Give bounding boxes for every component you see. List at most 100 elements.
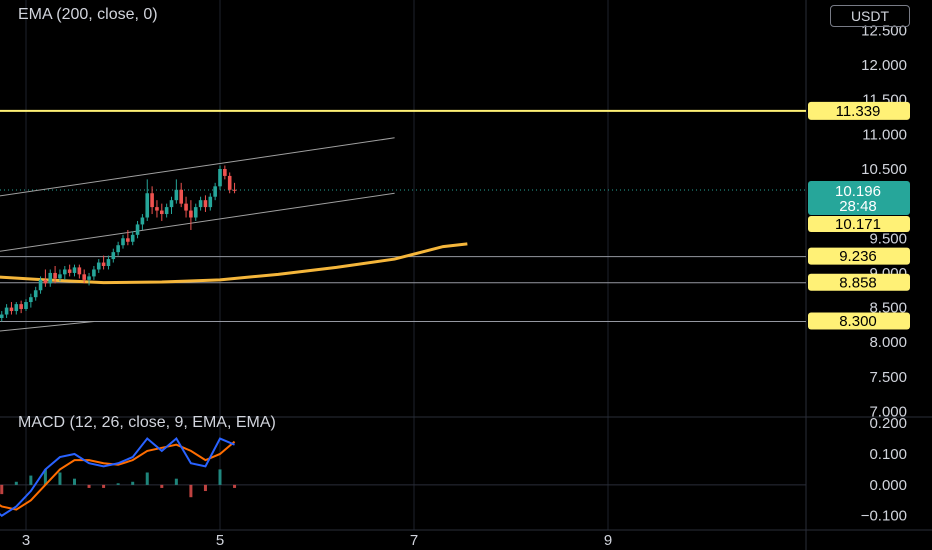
candle-series — [0, 165, 237, 322]
ema-value-tag-text: 10.171 — [835, 216, 881, 233]
macd-histogram-bar — [29, 475, 33, 485]
channel-line-lower — [0, 192, 395, 252]
macd-tick-label: 0.100 — [869, 446, 907, 463]
candle — [150, 186, 154, 215]
candle-body — [96, 262, 101, 270]
candle-body — [53, 272, 57, 279]
candle-body — [213, 186, 217, 197]
price-tick-label: 11.000 — [862, 126, 907, 143]
candle — [106, 255, 111, 270]
candle — [155, 200, 159, 218]
candle-body — [223, 168, 227, 176]
candle — [189, 200, 193, 230]
candle-body — [77, 267, 82, 275]
candle-body — [82, 274, 86, 280]
price-tick-label: 7.500 — [869, 369, 907, 386]
candle — [4, 304, 9, 318]
candle — [135, 220, 140, 239]
macd-histogram-bar — [102, 484, 106, 488]
time-tick-label: 3 — [22, 532, 30, 549]
candle-body — [0, 314, 4, 318]
candle-body — [140, 217, 145, 225]
candle — [72, 264, 77, 277]
candle — [184, 196, 188, 218]
candle-body — [135, 224, 140, 235]
macd-histogram-bar — [203, 484, 207, 492]
time-tick-label: 7 — [410, 532, 418, 549]
candle — [29, 293, 33, 308]
macd-tick-label: −0.100 — [861, 508, 907, 525]
candle — [63, 266, 67, 280]
candle-body — [193, 207, 198, 218]
candle — [87, 272, 91, 286]
candle — [193, 203, 198, 221]
candle — [58, 269, 62, 282]
macd-signal-line — [0, 440, 236, 511]
candle-body — [130, 234, 135, 242]
time-tick-label: 9 — [604, 532, 612, 549]
candle-body — [184, 203, 188, 211]
candle-body — [92, 269, 96, 277]
price-tick-label: 10.500 — [861, 161, 907, 178]
candle-body — [67, 269, 72, 273]
candle — [223, 165, 227, 180]
candle — [179, 182, 183, 208]
candle — [0, 311, 4, 322]
candle — [130, 231, 135, 246]
candle-body — [19, 304, 23, 309]
candle-body — [126, 238, 130, 242]
level-2-tag-text: 8.858 — [839, 274, 877, 291]
candle-body — [150, 193, 154, 208]
candle-body — [43, 279, 48, 284]
macd-histogram-bar — [160, 484, 164, 488]
candle-body — [58, 274, 62, 279]
candle-body — [101, 262, 106, 267]
time-tick-label: 5 — [216, 532, 224, 549]
candle-body — [116, 245, 120, 253]
candle-body — [48, 272, 53, 284]
level-1-tag-bg — [808, 247, 910, 265]
level-2-tag: 8.858 — [808, 273, 910, 291]
candle — [43, 269, 48, 287]
candle-body — [203, 200, 208, 208]
candle — [232, 182, 237, 194]
candle-body — [164, 207, 169, 215]
candle — [19, 300, 23, 314]
candle — [227, 172, 232, 194]
candle-body — [169, 200, 174, 208]
macd-line — [0, 436, 235, 517]
candle — [218, 165, 222, 190]
last-price-tag-text: 10.196 — [835, 183, 881, 200]
level-3-tag-text: 8.300 — [839, 313, 877, 330]
candle-body — [179, 189, 183, 204]
resistance-tag-text: 11.339 — [836, 103, 881, 120]
candle — [169, 196, 174, 215]
ema-200-line — [0, 242, 468, 285]
candle — [213, 182, 217, 201]
candle-body — [227, 175, 232, 190]
macd-histogram-bar — [145, 472, 149, 485]
countdown-text: 28:48 — [839, 198, 877, 215]
candle-body — [208, 196, 213, 208]
candle — [14, 302, 19, 315]
candle-body — [155, 207, 159, 211]
candle — [82, 269, 86, 284]
candle-body — [232, 189, 237, 191]
candle — [38, 276, 43, 294]
price-tick-label: 8.000 — [869, 334, 907, 351]
macd-indicator-label[interactable]: MACD (12, 26, close, 9, EMA, EMA) — [18, 414, 276, 431]
macd-histogram-bar — [87, 484, 91, 488]
candle-body — [9, 307, 14, 312]
macd-histogram-bar — [14, 481, 18, 485]
candle — [174, 179, 179, 204]
ema-indicator-label[interactable]: EMA (200, close, 0) — [18, 6, 158, 23]
price-tick-label: 8.500 — [869, 300, 907, 317]
currency-selector[interactable]: USDT — [830, 5, 910, 27]
candle — [24, 299, 28, 312]
candle — [160, 203, 164, 221]
candle-body — [29, 297, 33, 303]
level-1-tag-text: 9.236 — [839, 248, 877, 265]
level-3-tag-bg — [808, 312, 910, 330]
